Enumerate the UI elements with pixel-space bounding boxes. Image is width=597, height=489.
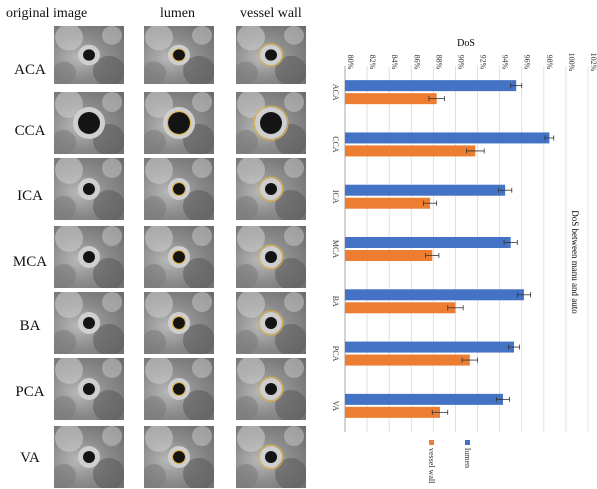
row-label-cca: CCA	[14, 123, 46, 139]
row-label-aca: ACA	[14, 62, 46, 78]
tick-label: 96%	[523, 55, 532, 70]
bar-lumen	[345, 184, 506, 196]
chart-title: DoS	[457, 38, 475, 49]
row-label-ba: BA	[19, 318, 41, 334]
mri-thumbnail	[54, 292, 124, 354]
mri-thumbnail	[144, 226, 214, 288]
chart-side-label: DoS between manu and auto	[570, 210, 580, 314]
bar-vessel-wall	[345, 197, 431, 209]
tick-label: 94%	[501, 55, 510, 70]
mri-thumbnail	[236, 26, 306, 84]
bar-lumen	[345, 393, 503, 405]
category-label: ACA	[331, 84, 340, 101]
tick-label: 80%	[346, 55, 355, 70]
row-label-pca: PCA	[15, 384, 45, 400]
mri-thumbnail	[144, 92, 214, 154]
mri-thumbnail	[236, 426, 306, 488]
mri-thumbnail	[144, 358, 214, 420]
tick-label: 84%	[390, 55, 399, 70]
tick-label: 88%	[434, 55, 443, 70]
category-label: ICA	[331, 190, 340, 204]
bar-lumen	[345, 132, 550, 144]
mri-thumbnail	[54, 158, 124, 220]
category-label: BA	[331, 296, 340, 307]
legend-label-lumen: lumen	[463, 448, 472, 468]
tick-label: 86%	[412, 55, 421, 70]
column-header-lumen: lumen	[160, 6, 195, 21]
column-header-original: original image	[6, 6, 88, 21]
tick-label: 82%	[368, 55, 377, 70]
row-label-ica: ICA	[17, 188, 43, 204]
row-label-mca: MCA	[12, 254, 48, 270]
bar-lumen	[345, 341, 514, 353]
legend-swatch-lumen	[465, 440, 470, 445]
bar-vessel-wall	[345, 302, 456, 314]
mri-thumbnail	[144, 292, 214, 354]
mri-thumbnail	[54, 26, 124, 84]
dos-bar-chart: 80% 82% 84% 86% 88% 90% 92% 94% 96% 98% 100% 102% AC…	[331, 38, 597, 484]
tick-label: 90%	[456, 55, 465, 70]
mri-thumbnail	[144, 26, 214, 84]
bar-vessel-wall	[345, 93, 437, 105]
column-header-vessel-wall: vessel wall	[240, 6, 302, 21]
tick-label: 100%	[567, 53, 576, 72]
legend-label-vessel-wall: vessel wall	[427, 448, 436, 484]
bar-vessel-wall	[345, 145, 476, 157]
mri-thumbnail	[236, 292, 306, 354]
mri-thumbnail	[54, 426, 124, 488]
tick-label: 98%	[545, 55, 554, 70]
bar-lumen	[345, 289, 524, 301]
bar-vessel-wall	[345, 354, 470, 366]
tick-label: 92%	[479, 55, 488, 70]
mri-thumbnail	[144, 158, 214, 220]
mri-thumbnail	[236, 92, 306, 154]
row-label-va: VA	[20, 450, 40, 466]
category-label: CCA	[331, 136, 340, 153]
bar-lumen	[345, 80, 517, 92]
category-label: MCA	[331, 240, 340, 258]
legend-swatch-vessel-wall	[429, 440, 434, 445]
mri-thumbnail	[236, 226, 306, 288]
bar-vessel-wall	[345, 406, 440, 418]
category-label: VA	[331, 401, 340, 412]
mri-thumbnail	[54, 358, 124, 420]
mri-thumbnail	[54, 226, 124, 288]
mri-thumbnail	[54, 92, 124, 154]
mri-thumbnail	[144, 426, 214, 488]
bar-lumen	[345, 237, 511, 248]
category-label: PCA	[331, 346, 340, 362]
tick-label: 102%	[589, 53, 597, 72]
mri-thumbnail	[236, 158, 306, 220]
bar-vessel-wall	[345, 250, 433, 261]
mri-thumbnail	[236, 358, 306, 420]
